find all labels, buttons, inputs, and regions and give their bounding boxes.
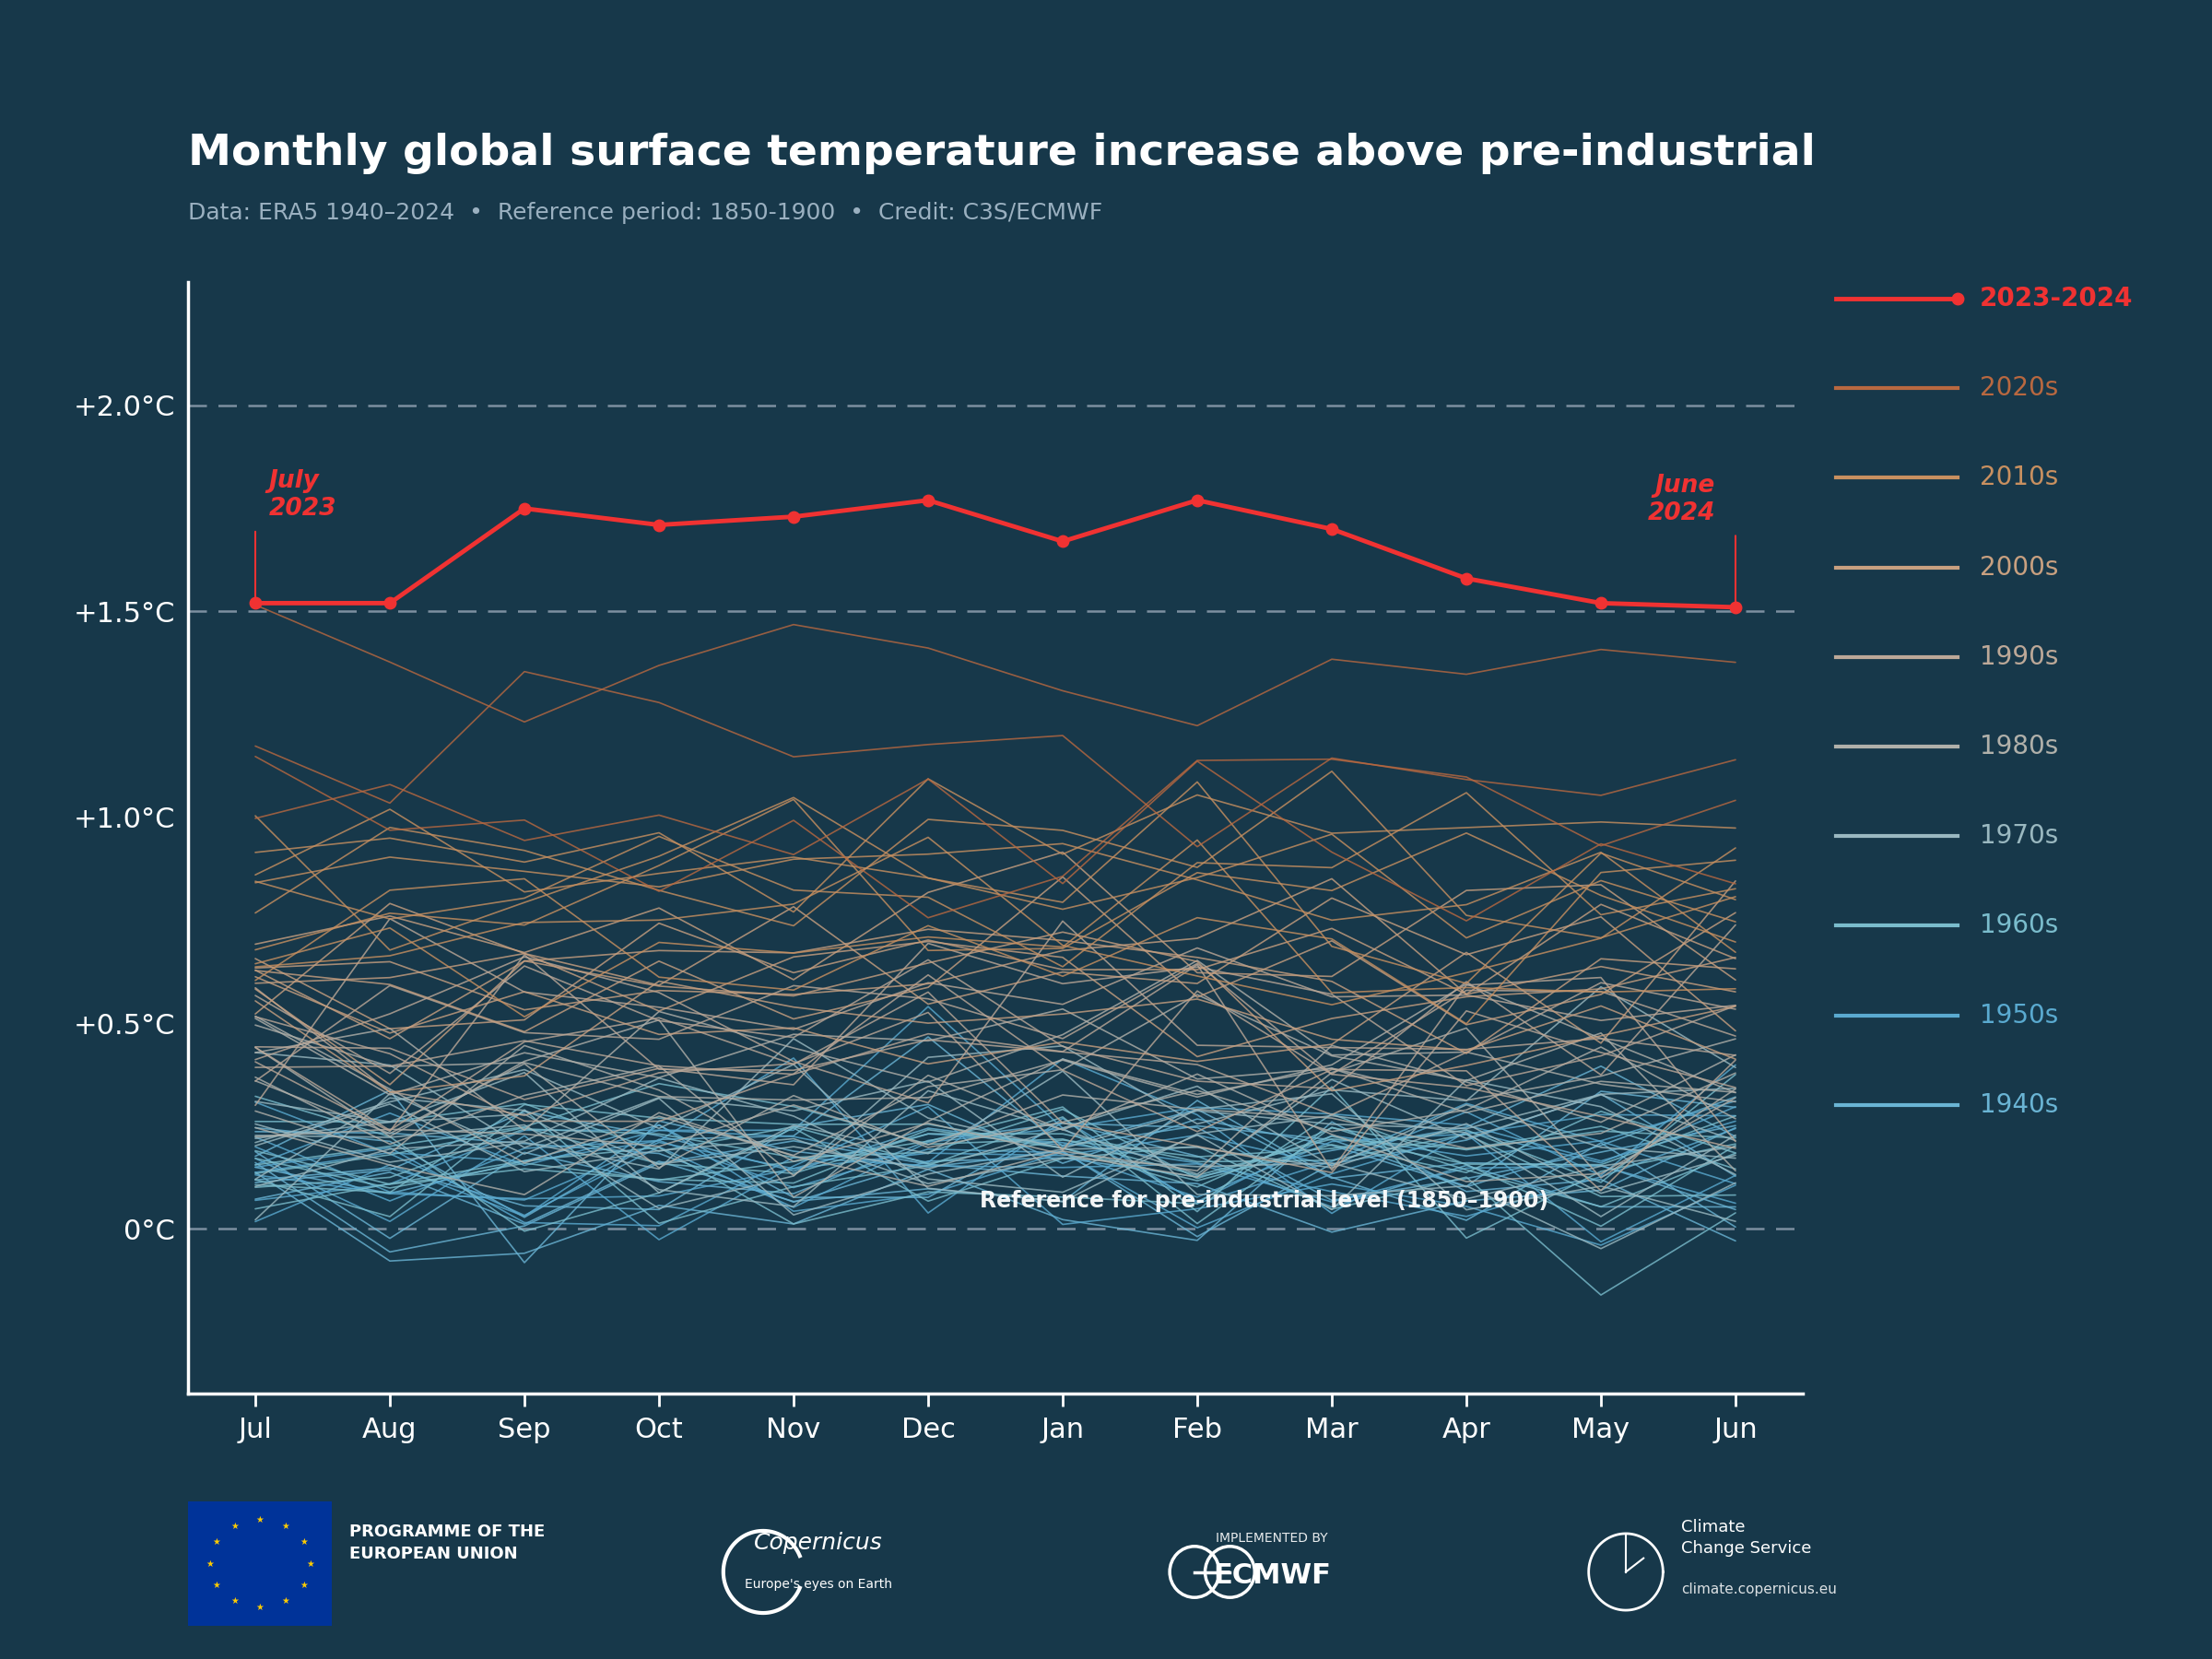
Text: 2010s: 2010s [1980,465,2059,491]
Text: ★: ★ [212,1581,221,1589]
Text: climate.copernicus.eu: climate.copernicus.eu [1681,1583,1836,1596]
Text: Copernicus: Copernicus [754,1531,883,1554]
Text: ★: ★ [206,1559,215,1568]
Text: 2000s: 2000s [1980,554,2059,581]
Text: ★: ★ [281,1596,290,1606]
Text: Data: ERA5 1940–2024  •  Reference period: 1850-1900  •  Credit: C3S/ECMWF: Data: ERA5 1940–2024 • Reference period:… [188,202,1102,224]
Text: ★: ★ [281,1521,290,1531]
Text: ★: ★ [299,1538,307,1546]
Text: ★: ★ [212,1538,221,1546]
Text: Monthly global surface temperature increase above pre-industrial: Monthly global surface temperature incre… [188,133,1816,174]
Text: 1960s: 1960s [1980,912,2059,939]
Text: IMPLEMENTED BY: IMPLEMENTED BY [1217,1531,1327,1545]
Text: PROGRAMME OF THE
EUROPEAN UNION: PROGRAMME OF THE EUROPEAN UNION [349,1523,544,1563]
Text: 1980s: 1980s [1980,733,2059,760]
Text: ECMWF: ECMWF [1212,1563,1332,1589]
Text: 1990s: 1990s [1980,644,2059,670]
Text: 1970s: 1970s [1980,823,2059,849]
Text: ★: ★ [257,1603,263,1613]
Text: June
2024: June 2024 [1648,473,1714,524]
Text: 2020s: 2020s [1980,375,2059,401]
Text: ★: ★ [305,1559,314,1568]
Text: ★: ★ [230,1596,239,1606]
Text: Climate
Change Service: Climate Change Service [1681,1520,1812,1556]
Text: ★: ★ [257,1515,263,1525]
Text: Europe's eyes on Earth: Europe's eyes on Earth [745,1578,891,1591]
Text: 2023-2024: 2023-2024 [1980,285,2132,312]
Text: 1950s: 1950s [1980,1002,2059,1029]
Text: ★: ★ [299,1581,307,1589]
Text: ★: ★ [230,1521,239,1531]
Text: 1940s: 1940s [1980,1092,2059,1118]
Text: Reference for pre-industrial level (1850–1900): Reference for pre-industrial level (1850… [980,1190,1548,1213]
Text: July
2023: July 2023 [270,469,336,521]
